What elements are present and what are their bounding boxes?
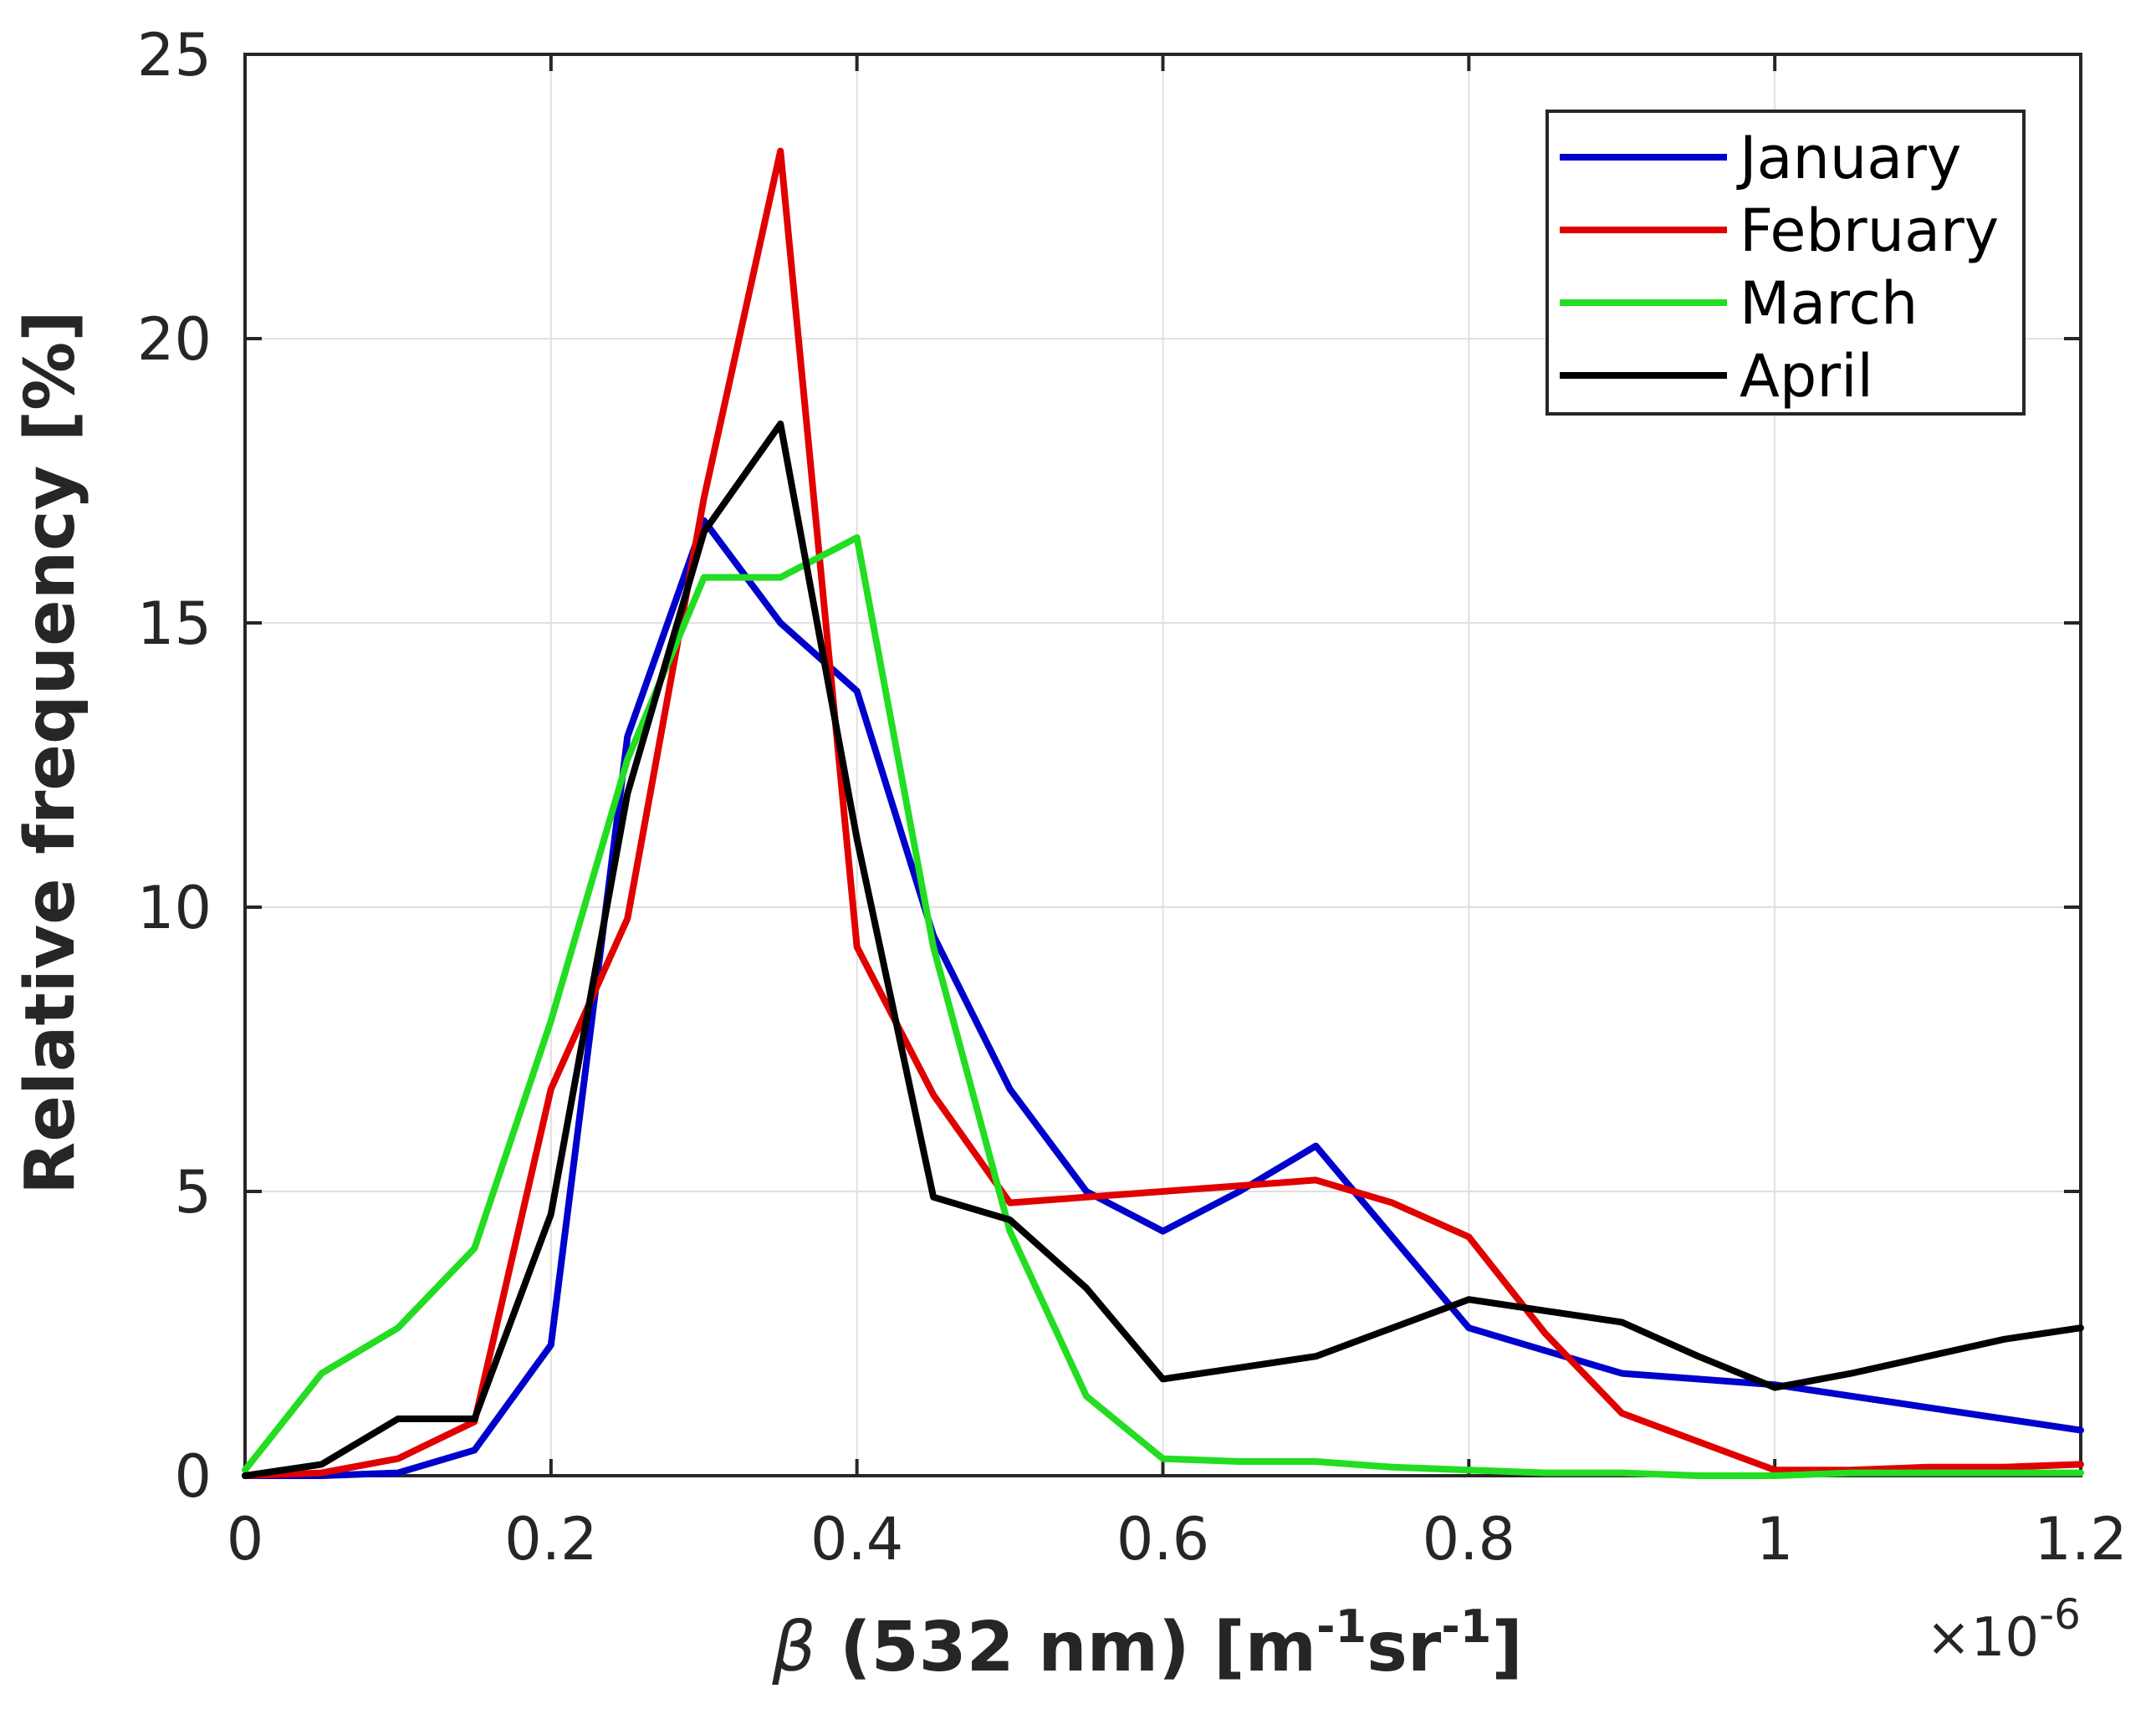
x-axis-exponent: ×10-6 xyxy=(1926,1590,2081,1669)
legend-label-march: March xyxy=(1740,269,1918,338)
legend-label-february: February xyxy=(1740,196,1999,265)
x-exponent-base: ×10 xyxy=(1926,1607,2039,1669)
y-tick-label: 0 xyxy=(174,1442,212,1511)
x-tick-label: 1 xyxy=(1756,1505,1794,1574)
y-tick-label: 5 xyxy=(174,1158,212,1227)
legend-label-january: January xyxy=(1736,124,1961,192)
series-line-february xyxy=(242,147,2084,1479)
ticks: 0 0.2 0.4 0.6 0.8 1 1.2 0 5 10 15 20 25 xyxy=(137,21,2128,1574)
series-line-april xyxy=(242,421,2084,1479)
x-axis-sup2: -1 xyxy=(1441,1600,1491,1653)
x-tick-label: 0.8 xyxy=(1423,1505,1515,1574)
x-axis-sup1: -1 xyxy=(1316,1600,1367,1653)
legend-label-april: April xyxy=(1740,342,1873,411)
x-axis-symbol: β xyxy=(771,1608,815,1687)
x-tick-label: 0.6 xyxy=(1116,1505,1209,1574)
y-axis-title: Relative frequency [%] xyxy=(11,310,90,1195)
x-axis-end: ] xyxy=(1491,1608,1522,1687)
x-tick-label: 1.2 xyxy=(2034,1505,2127,1574)
x-tick-label: 0.4 xyxy=(810,1505,903,1574)
y-tick-label: 10 xyxy=(137,874,212,942)
y-tick-label: 20 xyxy=(137,305,212,374)
x-axis-mid: sr xyxy=(1367,1608,1442,1687)
series-line-march xyxy=(242,534,2084,1479)
x-tick-label: 0.2 xyxy=(504,1505,597,1574)
x-exponent-power: -6 xyxy=(2039,1590,2081,1639)
x-axis-title: β (532 nm) [m-1sr-1] xyxy=(771,1600,1523,1687)
y-tick-label: 25 xyxy=(137,21,212,89)
x-axis-main: (532 nm) [m xyxy=(816,1608,1317,1687)
legend-box xyxy=(1545,110,2026,416)
series-lines xyxy=(242,147,2084,1479)
x-tick-label: 0 xyxy=(227,1505,264,1574)
y-tick-label: 15 xyxy=(137,589,212,658)
